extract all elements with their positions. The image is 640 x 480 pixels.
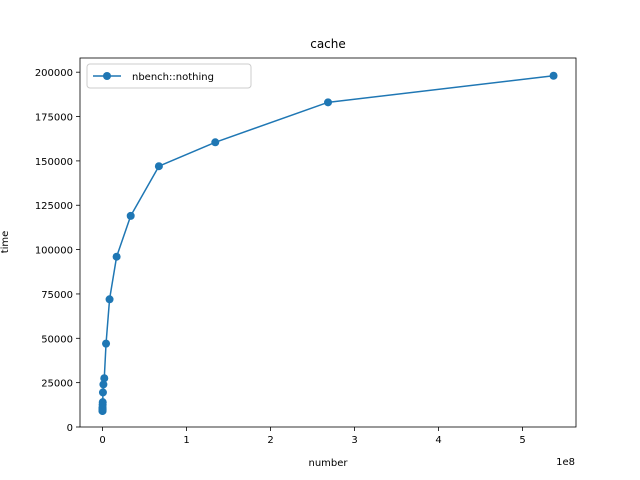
chart-title: cache bbox=[310, 37, 346, 51]
data-point bbox=[112, 252, 121, 261]
y-tick-label: 75000 bbox=[41, 290, 73, 301]
data-point bbox=[211, 138, 220, 147]
data-point bbox=[126, 211, 135, 220]
y-tick-label: 25000 bbox=[41, 379, 73, 390]
y-axis-label: time bbox=[0, 231, 11, 254]
legend-marker-icon bbox=[103, 72, 111, 80]
legend: nbench::nothing bbox=[86, 63, 252, 89]
x-tick-label: 1 bbox=[183, 435, 189, 446]
data-point bbox=[98, 398, 107, 407]
data-point bbox=[98, 388, 107, 397]
data-point bbox=[105, 295, 114, 304]
data-point bbox=[100, 374, 109, 383]
x-axis-label: number bbox=[308, 458, 348, 469]
data-point bbox=[102, 339, 111, 348]
legend-label: nbench::nothing bbox=[132, 72, 214, 83]
y-tick-label: 175000 bbox=[35, 113, 73, 124]
data-point bbox=[324, 98, 333, 107]
y-tick-label: 0 bbox=[67, 423, 73, 434]
legend-box bbox=[86, 63, 252, 89]
x-tick-label: 0 bbox=[99, 435, 105, 446]
y-tick-label: 50000 bbox=[41, 334, 73, 345]
y-tick-label: 100000 bbox=[35, 246, 73, 257]
x-tick-label: 4 bbox=[435, 435, 441, 446]
data-point bbox=[154, 162, 163, 171]
x-tick-label: 3 bbox=[351, 435, 357, 446]
x-tick-label: 2 bbox=[267, 435, 273, 446]
y-tick-label: 200000 bbox=[35, 68, 73, 79]
y-tick-label: 125000 bbox=[35, 201, 73, 212]
data-point bbox=[549, 71, 558, 80]
y-tick-label: 150000 bbox=[35, 157, 73, 168]
x-tick-label: 5 bbox=[519, 435, 525, 446]
data-point bbox=[99, 380, 108, 389]
plot-area: 0 1 2 3 4 5 0 25000 50000 75000 100000 125000 150000… bbox=[35, 57, 577, 446]
axes-frame bbox=[79, 57, 577, 428]
x-axis-offset-label: 1e8 bbox=[556, 457, 575, 468]
